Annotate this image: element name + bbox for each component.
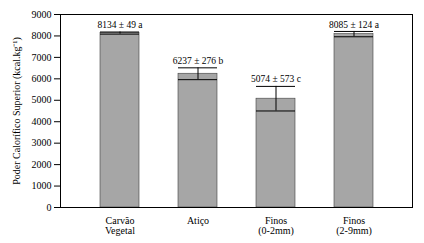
svg-text:9000: 9000 bbox=[32, 9, 52, 20]
svg-text:3000: 3000 bbox=[32, 137, 52, 148]
svg-text:6237 ± 276 b: 6237 ± 276 b bbox=[173, 56, 224, 66]
svg-text:5074 ± 573 c: 5074 ± 573 c bbox=[251, 74, 301, 84]
svg-text:CarvãoVegetal: CarvãoVegetal bbox=[105, 215, 135, 236]
svg-text:Finos(0-2mm): Finos(0-2mm) bbox=[258, 215, 294, 237]
svg-text:Poder Calorífico Superior (kca: Poder Calorífico Superior (kcal.kg⁻¹) bbox=[11, 37, 23, 185]
svg-text:8134 ± 49 a: 8134 ± 49 a bbox=[97, 20, 143, 30]
svg-text:1000: 1000 bbox=[32, 180, 52, 191]
svg-text:4000: 4000 bbox=[32, 116, 52, 127]
svg-text:Atiço: Atiço bbox=[187, 215, 209, 226]
svg-text:5000: 5000 bbox=[32, 94, 52, 105]
svg-text:0: 0 bbox=[47, 202, 52, 213]
svg-text:8000: 8000 bbox=[32, 30, 52, 41]
svg-text:Finos(2-9mm): Finos(2-9mm) bbox=[336, 215, 372, 237]
svg-text:6000: 6000 bbox=[32, 73, 52, 84]
svg-text:2000: 2000 bbox=[32, 159, 52, 170]
svg-text:8085 ± 124 a: 8085 ± 124 a bbox=[329, 20, 380, 30]
svg-text:7000: 7000 bbox=[32, 52, 52, 63]
